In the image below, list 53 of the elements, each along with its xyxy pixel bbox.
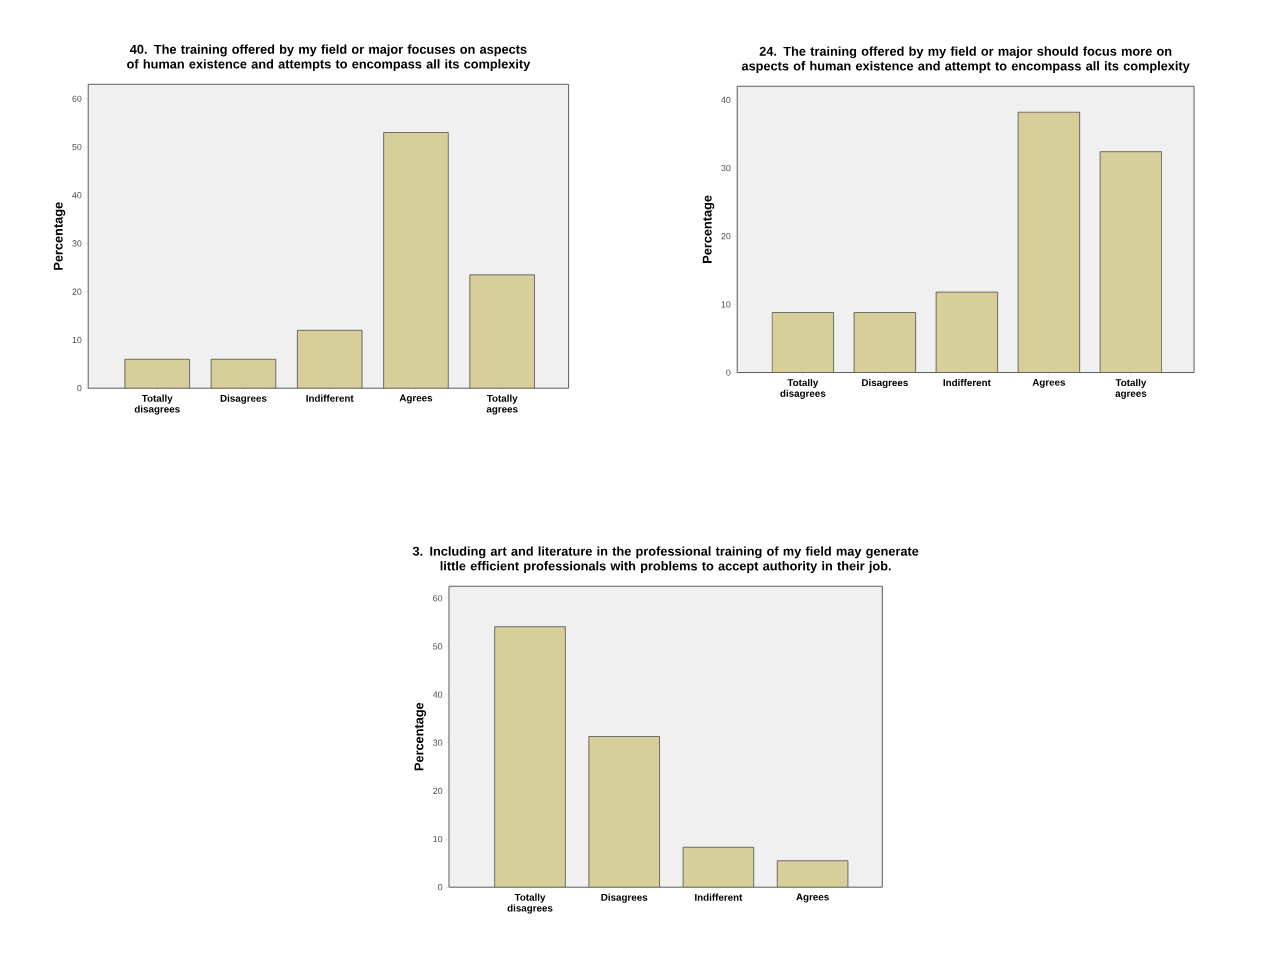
x-tick-label: Agrees	[796, 893, 829, 903]
y-tick-label: 0	[438, 884, 443, 891]
y-tick-label: 50	[433, 643, 443, 650]
y-tick-label: 10	[72, 336, 82, 344]
bar	[296, 330, 363, 389]
x-tick-label: Totally disagrees	[507, 893, 553, 914]
y-axis-title: Percentage	[53, 202, 66, 270]
y-tick-label: 20	[433, 787, 443, 795]
y-tick-label: 40	[432, 691, 443, 698]
chart-title: 40. The training offered by my field or major focuses on aspects of human existence and attempts to encompass all its complexity	[127, 44, 531, 72]
bar	[853, 312, 916, 373]
y-tick-label: 40	[72, 192, 82, 199]
bar	[383, 132, 449, 389]
x-tick-label: Indifferent	[943, 379, 991, 387]
x-tick-label: Agrees	[399, 394, 433, 404]
y-tick-label: 20	[72, 288, 82, 295]
x-tick-label: Disagrees	[862, 379, 908, 389]
x-tick-label: Disagrees	[601, 893, 648, 903]
y-tick-label: 50	[72, 143, 82, 151]
bar	[494, 626, 566, 888]
y-tick-label: 30	[72, 240, 82, 247]
y-tick-label: 10	[433, 836, 443, 843]
y-tick-label: 60	[72, 95, 82, 102]
bar	[1017, 111, 1081, 373]
chart-title: 3. Including art and literature in the professional training of my field may generate little efficient professionals with problems to accept authority in their job.	[412, 546, 919, 574]
y-tick-label: 60	[433, 595, 443, 602]
y-tick-label: 30	[721, 165, 731, 172]
x-tick-label: Indifferent	[306, 394, 354, 402]
bar	[683, 847, 754, 888]
y-tick-label: 0	[77, 385, 82, 392]
bar	[210, 358, 277, 389]
bar	[469, 274, 535, 389]
bar	[776, 860, 849, 888]
x-tick-label: Totally agrees	[486, 394, 518, 415]
x-tick-label: Agrees	[1032, 379, 1066, 388]
y-tick-label: 10	[721, 301, 731, 308]
y-tick-label: 20	[721, 233, 731, 240]
x-tick-label: Indifferent	[695, 893, 743, 901]
y-axis-title: Percentage	[702, 195, 715, 263]
bar	[771, 312, 834, 373]
bar	[935, 291, 999, 373]
y-tick-label: 30	[433, 739, 443, 746]
x-tick-label: Disagrees	[220, 394, 267, 404]
chart-title: 24. The training offered by my field or major should focus more on aspects of human existence and attempt to encompass all its complexity	[741, 46, 1190, 74]
bar	[588, 736, 660, 888]
y-axis-title: Percentage	[414, 702, 427, 771]
bar	[124, 358, 190, 389]
x-tick-label: Totally agrees	[1115, 379, 1147, 399]
y-tick-label: 0	[726, 369, 731, 376]
x-tick-label: Totally disagrees	[780, 379, 826, 399]
x-tick-label: Totally disagrees	[134, 394, 180, 415]
y-tick-label: 40	[721, 96, 731, 104]
bar	[1099, 151, 1163, 373]
